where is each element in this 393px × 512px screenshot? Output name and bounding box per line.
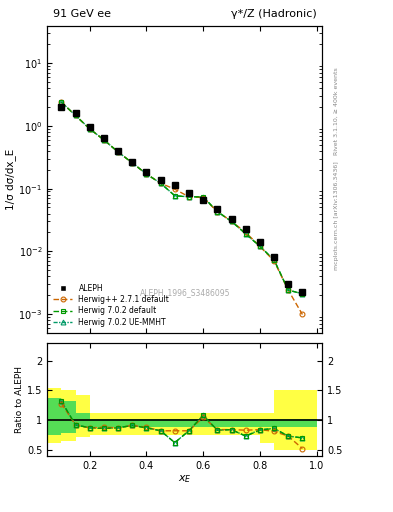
Text: Rivet 3.1.10, ≥ 400k events: Rivet 3.1.10, ≥ 400k events xyxy=(334,68,338,156)
Y-axis label: Ratio to ALEPH: Ratio to ALEPH xyxy=(15,366,24,433)
Text: mcplots.cern.ch [arXiv:1306.3436]: mcplots.cern.ch [arXiv:1306.3436] xyxy=(334,162,338,270)
Y-axis label: 1/σ dσ/dx_E: 1/σ dσ/dx_E xyxy=(5,148,16,210)
Text: 91 GeV ee: 91 GeV ee xyxy=(53,9,111,19)
Text: ALEPH_1996_S3486095: ALEPH_1996_S3486095 xyxy=(140,288,230,297)
Legend: ALEPH, Herwig++ 2.7.1 default, Herwig 7.0.2 default, Herwig 7.0.2 UE-MMHT: ALEPH, Herwig++ 2.7.1 default, Herwig 7.… xyxy=(51,282,172,329)
X-axis label: $x_E$: $x_E$ xyxy=(178,473,191,485)
Text: γ*/Z (Hadronic): γ*/Z (Hadronic) xyxy=(231,9,317,19)
